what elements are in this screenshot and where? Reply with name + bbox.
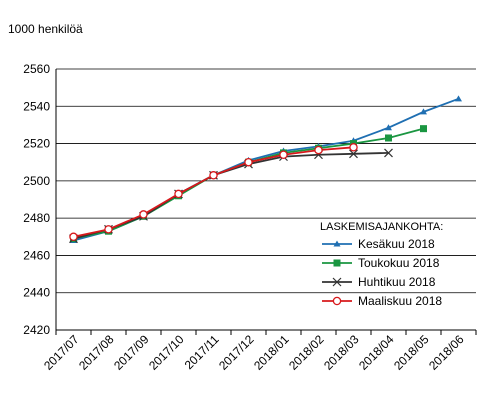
x-tick-label: 2018/03 — [321, 332, 362, 373]
y-tick-label: 2440 — [23, 286, 50, 300]
data-point — [244, 157, 253, 167]
data-point — [420, 125, 427, 133]
legend-label: Kesäkuu 2018 — [358, 237, 435, 251]
data-point — [349, 149, 358, 159]
y-tick-label: 2460 — [23, 248, 50, 262]
x-tick-label: 2018/04 — [356, 332, 397, 373]
legend-item: Toukokuu 2018 — [322, 256, 440, 270]
data-point — [385, 134, 392, 142]
legend: LASKEMISAJANKOHTA: Kesäkuu 2018 Toukokuu 2… — [320, 221, 443, 308]
series-line — [73, 146, 354, 238]
x-tick-label: 2017/08 — [76, 332, 117, 373]
data-point — [209, 171, 218, 180]
x-tick-label: 2018/05 — [391, 332, 432, 373]
legend-item: Huhtikuu 2018 — [322, 275, 436, 289]
y-tick-labels: 2420 2440 2460 2480 2500 2520 2540 2560 — [23, 62, 50, 337]
legend-item: Maaliskuu 2018 — [322, 294, 442, 308]
y-tick-label: 2500 — [23, 174, 50, 188]
x-tick-label: 2017/09 — [111, 332, 152, 373]
data-point — [420, 108, 427, 115]
series-lines — [69, 95, 462, 244]
legend-label: Huhtikuu 2018 — [358, 275, 436, 289]
y-tick-label: 2540 — [23, 99, 50, 113]
data-point — [349, 143, 358, 152]
data-point — [139, 210, 148, 219]
x-tick-label: 2017/10 — [146, 332, 187, 373]
x-tick-label: 2017/07 — [41, 332, 82, 373]
y-tick-label: 2420 — [23, 323, 50, 337]
data-point — [384, 148, 393, 158]
data-point — [455, 95, 462, 102]
data-point — [69, 232, 78, 242]
legend-label: Maaliskuu 2018 — [358, 294, 442, 308]
data-point — [314, 145, 323, 155]
legend-marker — [333, 259, 341, 267]
x-tick-labels: 2017/072017/082017/092017/102017/112017/… — [41, 332, 467, 373]
y-tick-label: 2560 — [23, 62, 50, 76]
x-tick-label: 2018/06 — [426, 332, 467, 373]
data-point — [279, 150, 288, 160]
data-point — [385, 124, 392, 131]
data-point — [174, 189, 183, 199]
legend-marker — [332, 296, 342, 306]
gridlines — [56, 68, 476, 331]
x-tick-label: 2017/12 — [216, 332, 257, 373]
y-tick-label: 2520 — [23, 137, 50, 151]
legend-label: Toukokuu 2018 — [358, 256, 440, 270]
legend-marker — [332, 277, 342, 287]
legend-title: LASKEMISAJANKOHTA: — [320, 221, 443, 233]
x-tick-label: 2018/02 — [286, 332, 327, 373]
y-axis-unit-label: 1000 henkilöä — [8, 22, 83, 36]
y-tick-label: 2480 — [23, 211, 50, 225]
data-point — [104, 225, 113, 234]
legend-item: Kesäkuu 2018 — [322, 237, 435, 251]
axes — [55, 69, 477, 335]
legend-marker — [333, 240, 341, 247]
series-3 — [69, 143, 358, 242]
x-tick-label: 2017/11 — [182, 332, 222, 372]
x-tick-label: 2018/01 — [251, 332, 292, 373]
